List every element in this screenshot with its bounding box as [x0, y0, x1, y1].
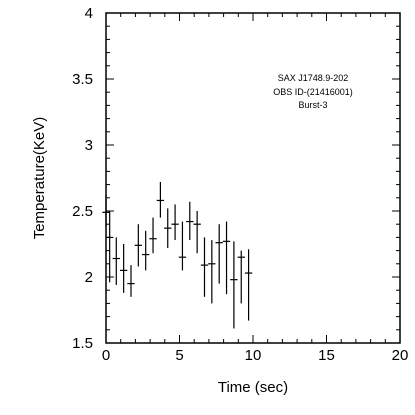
- data-point: [222, 221, 231, 295]
- data-point: [127, 265, 135, 297]
- y-tick-labels: 1.5 2 2.5 3 3.5 4: [72, 5, 93, 352]
- data-point: [244, 249, 253, 321]
- annotation-source: SAX J1748.9-202: [278, 73, 349, 83]
- data-point: [156, 181, 165, 218]
- data-point: [142, 230, 150, 271]
- y-tick-label: 2: [85, 269, 93, 286]
- x-tick-label: 0: [102, 347, 110, 364]
- data-point: [112, 237, 120, 285]
- data-point: [178, 221, 187, 271]
- data-point: [186, 201, 194, 241]
- x-tick-label: 20: [392, 347, 409, 364]
- x-tick-label: 10: [245, 347, 262, 364]
- data-point: [149, 217, 157, 254]
- data-point: [200, 237, 209, 297]
- data-point: [208, 240, 216, 304]
- y-tick-label: 3.5: [72, 71, 93, 88]
- data-point: [193, 211, 201, 254]
- x-tick-label: 15: [318, 347, 335, 364]
- y-tick-label: 1.5: [72, 335, 93, 352]
- x-tick-label: 5: [175, 347, 183, 364]
- data-point: [102, 195, 110, 227]
- y-tick-label: 2.5: [72, 203, 93, 220]
- data-point: [134, 224, 143, 267]
- y-tick-label: 4: [85, 5, 93, 22]
- y-tick-label: 3: [85, 137, 93, 154]
- y-axis-title: Temperature(KeV): [31, 117, 48, 240]
- annotation-obs-id: OBS ID-(21416001): [273, 87, 353, 97]
- x-tick-labels: 0 5 10 15 20: [102, 347, 409, 364]
- data-point: [215, 224, 223, 284]
- data-point: [171, 204, 179, 241]
- data-point: [164, 208, 172, 248]
- annotation-burst: Burst-3: [298, 100, 327, 110]
- data-points: [102, 181, 253, 329]
- data-point: [119, 244, 128, 293]
- data-point: [106, 211, 114, 283]
- data-point: [237, 250, 245, 304]
- data-point: [230, 241, 238, 329]
- x-axis-title: Time (sec): [218, 379, 288, 396]
